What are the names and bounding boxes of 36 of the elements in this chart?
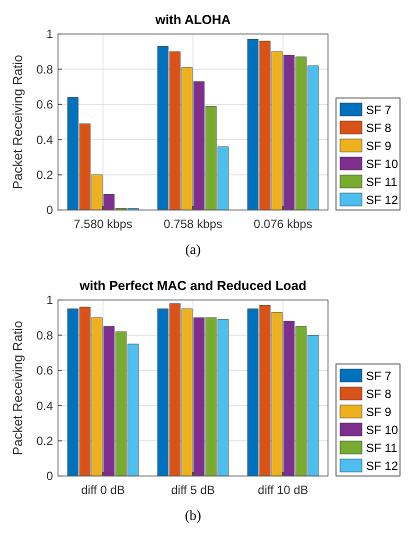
text: (b) <box>184 509 202 524</box>
legend-label: SF 9 <box>366 139 392 153</box>
x-tick-label: 0.076 kbps <box>254 217 312 231</box>
legend-label: SF 7 <box>366 369 392 383</box>
chart-title: with Perfect MAC and Reduced Load <box>78 278 306 293</box>
legend-label: SF 10 <box>366 423 398 437</box>
y-axis-title: Packet Receiving Ratio <box>10 54 25 190</box>
legend-label: SF 12 <box>366 459 398 473</box>
y-tick-label: 0.8 <box>36 328 54 342</box>
text: (a) <box>185 243 202 258</box>
x-tick-label: 7.580 kbps <box>74 217 132 231</box>
y-tick-label: 0 <box>46 203 54 218</box>
y-tick-label: 0.6 <box>36 364 54 378</box>
legend-label: SF 11 <box>366 441 398 455</box>
y-tick-label: 0 <box>46 469 54 484</box>
legend-label: SF 8 <box>366 387 392 401</box>
y-tick-label: 1 <box>46 27 54 42</box>
y-tick-label: 0.2 <box>36 434 54 448</box>
legend-label: SF 11 <box>366 175 398 189</box>
legend-label: SF 7 <box>366 103 392 117</box>
y-tick-label: 0.4 <box>36 398 54 413</box>
chart-title: with ALOHA <box>154 12 232 27</box>
x-tick-label: diff 10 dB <box>258 483 308 497</box>
x-tick-label: diff 5 dB <box>171 483 215 497</box>
legend-label: SF 12 <box>366 193 398 207</box>
y-tick-label: 0.8 <box>36 62 54 76</box>
x-tick-label: 0.758 kbps <box>164 217 222 231</box>
legend-label: SF 10 <box>366 157 398 171</box>
legend-label: SF 8 <box>366 121 392 135</box>
x-tick-label: diff 0 dB <box>81 483 125 497</box>
y-tick-label: 0.2 <box>36 168 54 182</box>
legend-label: SF 9 <box>366 405 392 419</box>
y-axis-title: Packet Receiving Ratio <box>10 320 25 456</box>
y-tick-label: 0.6 <box>36 98 54 112</box>
y-tick-label: 1 <box>46 293 54 308</box>
y-tick-label: 0.4 <box>36 132 54 147</box>
